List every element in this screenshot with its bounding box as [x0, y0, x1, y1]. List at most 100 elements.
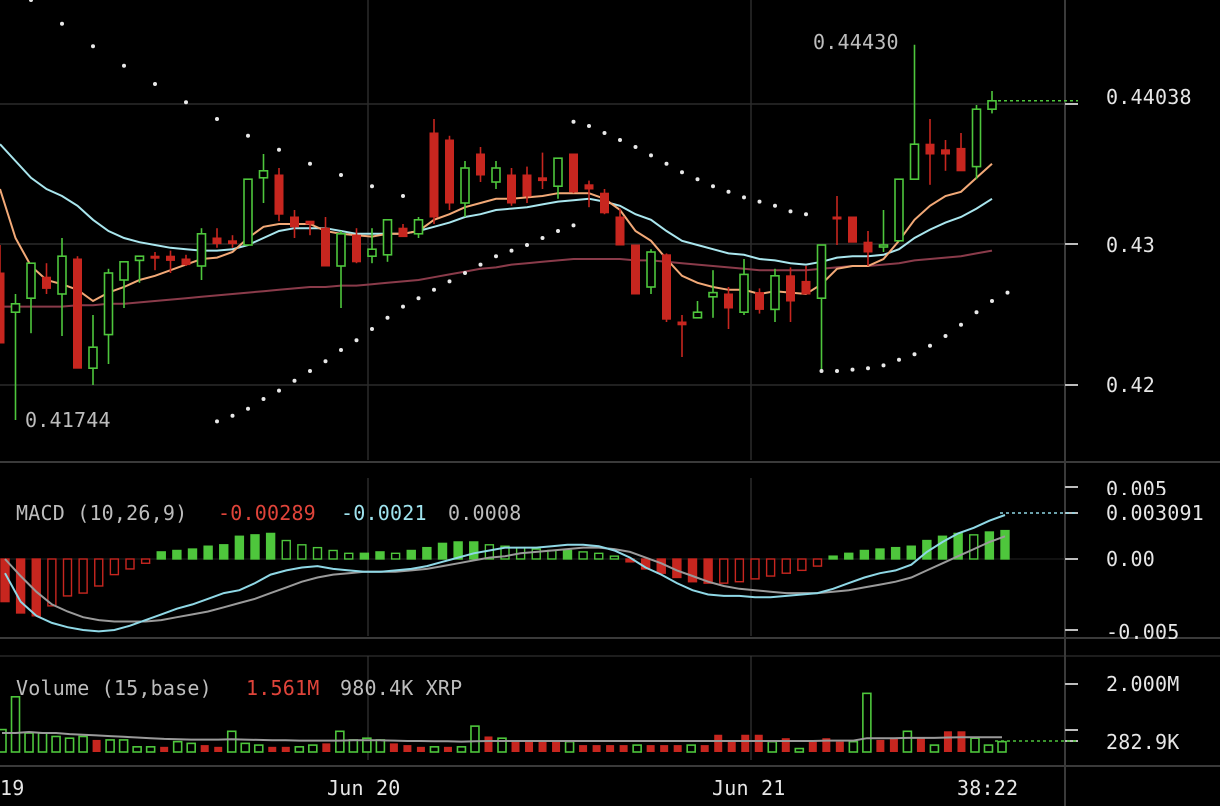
psar-dot [339, 173, 343, 177]
psar-dot [370, 184, 374, 189]
volume-title: Volume (15,base) [16, 676, 212, 700]
psar-dot [447, 279, 452, 284]
volume-bar [497, 737, 507, 753]
macd-tick-top: 0.005 [1106, 477, 1168, 495]
macd-histogram-bar [859, 549, 870, 560]
psar-dot [122, 63, 126, 68]
price-panel[interactable] [0, 0, 1078, 424]
psar-dot [91, 44, 95, 49]
volume-bar [470, 725, 480, 753]
candle-body-down [507, 174, 516, 204]
macd-histogram-bar [31, 558, 41, 617]
macd-histogram-bar [578, 551, 588, 560]
volume-bar [37, 732, 48, 753]
candle-body-down [321, 227, 330, 267]
last-price-label: 0.44038 [1106, 85, 1192, 109]
candle-body-up [10, 302, 21, 313]
psar-dot [866, 366, 870, 371]
ema-fast-line [0, 163, 993, 303]
volume-bar [876, 739, 885, 752]
psar-dot [571, 119, 576, 124]
candle-body-down [212, 237, 222, 245]
volume-bar [727, 741, 736, 752]
volume-bar [767, 740, 778, 753]
volume-ma-value: 980.4K XRP [340, 676, 463, 700]
psar-dot [60, 21, 64, 26]
volume-bar [970, 737, 980, 753]
candle-body-down [274, 174, 284, 215]
candle-body-up [816, 244, 827, 300]
psar-dot [323, 359, 328, 364]
macd-histogram-bar [281, 539, 291, 560]
macd-histogram-bar [875, 548, 885, 560]
candle-body-up [878, 244, 889, 248]
candle-body-up [708, 291, 718, 298]
time-label-jun21: Jun 21 [712, 776, 786, 800]
macd-histogram-bar [250, 534, 260, 560]
volume-bar [943, 731, 952, 752]
psar-dot [478, 262, 483, 267]
volume-bar [606, 745, 615, 752]
candle-body-down [228, 240, 237, 245]
macd-histogram-bar [156, 551, 166, 560]
volume-bar [822, 738, 831, 752]
candle-body-up [909, 143, 920, 180]
volume-bar [700, 745, 709, 752]
volume-last-label: 282.9K [1106, 730, 1180, 754]
volume-bar [484, 736, 493, 752]
candle-body-up [88, 346, 98, 370]
volume-bar [660, 745, 669, 752]
macd-histogram-bar [594, 552, 604, 560]
candle-body-down [73, 258, 82, 369]
macd-line [4, 514, 1006, 633]
macd-histogram-bar [453, 541, 463, 560]
volume-bar [619, 745, 628, 752]
volume-bar [808, 741, 817, 752]
candle-body-down [42, 276, 51, 289]
psar-dot [494, 254, 498, 259]
volume-bar [281, 746, 290, 752]
volume-bar [268, 746, 277, 752]
candle-body-down [522, 174, 532, 197]
macd-histogram-bar [437, 542, 448, 560]
candle-body-up [770, 274, 780, 311]
volume-bar [781, 738, 790, 752]
candle-body-up [739, 273, 749, 313]
macd-panel[interactable] [0, 512, 1078, 633]
macd-histogram-bar [609, 555, 620, 560]
psar-dot [1005, 290, 1010, 295]
candle-body-down [476, 153, 485, 176]
candle-body-down [786, 275, 795, 302]
psar-dot [943, 334, 948, 338]
psar-dot [308, 161, 312, 166]
macd-histogram-bar [984, 531, 995, 560]
psar-dot [664, 161, 669, 166]
candle-body-down [925, 143, 935, 155]
psar-dot [819, 369, 824, 373]
psar-dot [757, 199, 762, 204]
volume-bar [983, 744, 994, 753]
volume-bar [686, 744, 696, 753]
volume-bar [294, 746, 305, 753]
psar-dot [928, 343, 932, 348]
candle-body-down [398, 227, 408, 238]
volume-bar [226, 730, 237, 753]
volume-bar [456, 746, 467, 753]
candle-body-down [677, 321, 687, 326]
macd-histogram-bar [765, 558, 776, 577]
macd-histogram-bar [62, 558, 73, 597]
price-tick-042: 0.42 [1106, 373, 1155, 397]
macd-histogram-bar [422, 546, 432, 560]
macd-histogram-bar [187, 548, 198, 560]
candle-body-down [305, 220, 315, 225]
volume-panel[interactable] [0, 692, 1078, 753]
volume-bar [916, 738, 925, 752]
candle-body-up [367, 248, 377, 257]
macd-histogram-bar [937, 535, 948, 560]
psar-dot [959, 322, 963, 327]
psar-dot [974, 310, 979, 315]
psar-dot [153, 82, 157, 86]
candle-body-down [150, 255, 160, 259]
psar-dot [618, 138, 622, 142]
